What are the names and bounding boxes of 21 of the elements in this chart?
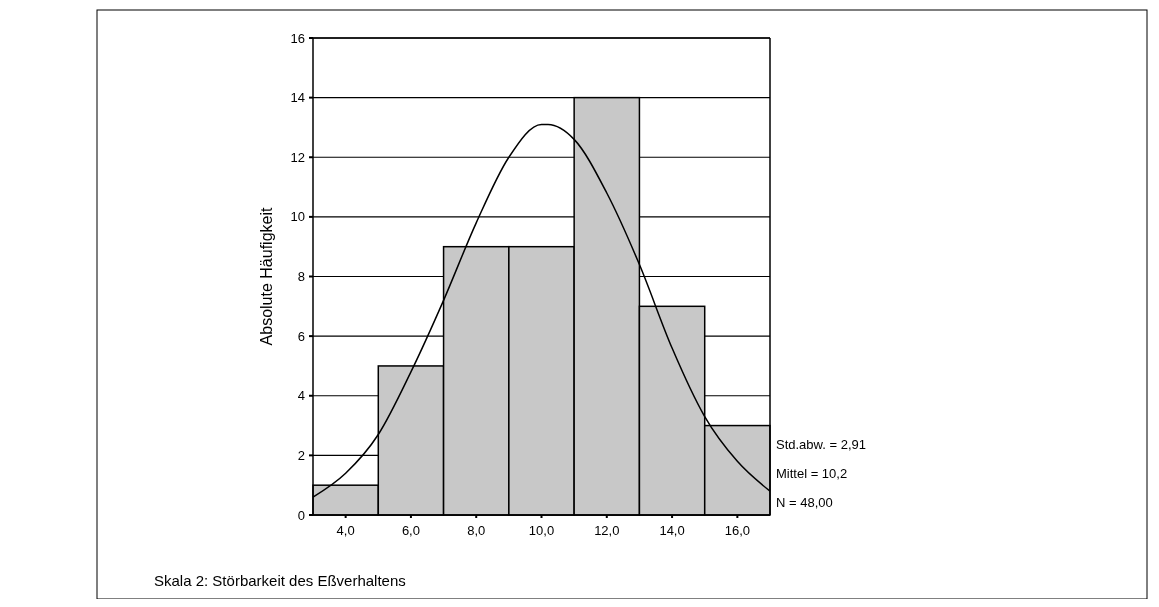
y-tick-label: 14 [290, 90, 305, 106]
y-tick-label: 8 [297, 269, 305, 285]
y-axis-title: Absolute Häufigkeit [258, 207, 275, 346]
x-tick-label: 14,0 [659, 523, 685, 538]
y-tick-label: 2 [297, 447, 305, 463]
text: N = 48,00 [776, 494, 833, 510]
y-tick-label: 16 [290, 30, 305, 46]
x-tick-label: 4,0 [336, 523, 355, 538]
text: Mittel = 10,2 [776, 465, 848, 481]
x-tick-label: 6,0 [401, 523, 420, 538]
y-tick-label: 6 [297, 328, 305, 344]
y-tick-label: 4 [297, 388, 305, 404]
x-tick-label: 8,0 [467, 523, 486, 538]
y-tick-label: 12 [290, 149, 305, 165]
y-tick-label: 0 [297, 507, 305, 523]
text: Std.abw. = 2,91 [776, 436, 866, 452]
x-tick-label: 16,0 [724, 523, 751, 538]
x-axis-title: Skala 2: Störbarkeit des Eßverhaltens [154, 572, 406, 589]
x-tick-label: 12,0 [594, 523, 620, 538]
x-tick-label: 10,0 [528, 523, 555, 538]
y-tick-label: 10 [290, 209, 305, 225]
